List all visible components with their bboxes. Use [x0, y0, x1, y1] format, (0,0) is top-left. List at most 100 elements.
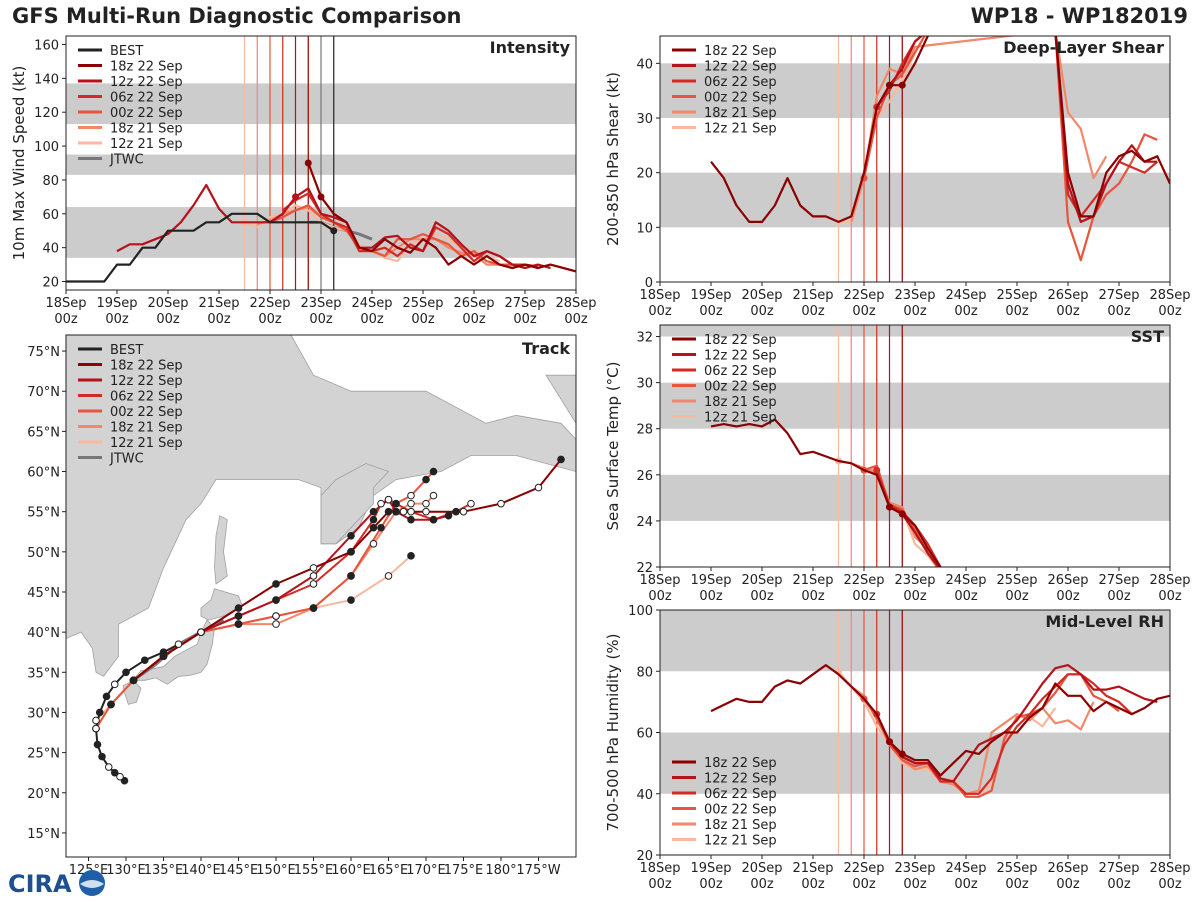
intensity-panel: 2040608010012014016018Sep00z19Sep00z20Se…	[10, 35, 597, 327]
shear-xtick-label: 25Sep	[996, 288, 1037, 303]
intensity-xtick-label: 00z	[462, 312, 486, 327]
shear-legend-label: 18z 22 Sep	[704, 44, 777, 59]
sst-legend-label: 18z 22 Sep	[704, 333, 777, 348]
track-ytick-label: 50°N	[27, 546, 60, 561]
shear-legend-label: 12z 21 Sep	[704, 122, 777, 137]
track-ytick-label: 55°N	[27, 506, 60, 521]
track-xtick-label: 150°E	[256, 863, 296, 878]
track-marker-run_12z22	[407, 515, 415, 524]
track-run_00z22	[95, 470, 435, 730]
rh-legend-label: 18z 21 Sep	[704, 818, 777, 833]
rh-series-group	[710, 663, 1170, 798]
intensity-ytick-label: 100	[34, 140, 59, 155]
intensity-band-0	[66, 207, 576, 258]
track-marker-run_12z22	[234, 612, 243, 620]
rh-xtick-label: 27Sep	[1098, 861, 1139, 876]
intensity-marker-run_18z22-0	[304, 159, 312, 167]
track-marker-run_00z22	[92, 724, 100, 733]
shear-title: Deep-Layer Shear	[1003, 38, 1164, 57]
track-marker-run_12z22	[272, 596, 280, 604]
track-marker-run_12z22	[392, 507, 400, 516]
sst-ytick-label: 32	[636, 331, 653, 346]
sst-series-group	[710, 418, 942, 567]
intensity-legend-label: BEST	[110, 44, 143, 59]
taiwan-landmass	[66, 752, 67, 756]
sst-frame	[659, 324, 1171, 568]
track-legend-label: 00z 22 Sep	[110, 405, 183, 420]
intensity-ytick-label: 120	[34, 106, 59, 121]
sst-xtick-label: 00z	[1005, 589, 1029, 604]
shear-xtick-label: 00z	[1056, 304, 1080, 319]
track-marker-run_06z22	[309, 580, 318, 588]
intensity-series-run_00z22	[269, 204, 526, 270]
intensity-series-run_06z22	[282, 192, 538, 268]
rh-marker-run_18z22-0	[886, 738, 893, 746]
intensity-xtick-label: 22Sep	[249, 296, 290, 311]
rh-series-run_18z21	[850, 685, 1095, 795]
track-marker-run_12z22	[197, 628, 205, 636]
track-xtick-label: 165°E	[369, 863, 409, 878]
rh-series-run_12z22	[888, 663, 1158, 783]
intensity-ytick-label: 20	[42, 276, 59, 291]
track-xtick-label: 130°E	[106, 863, 146, 878]
sst-marker-run_18z22-0	[886, 503, 893, 511]
track-marker-run_18z22	[557, 455, 565, 464]
rh-xtick-label: 00z	[1056, 877, 1080, 892]
sst-ytick-label: 26	[636, 469, 653, 484]
intensity-legend-label: 06z 22 Sep	[110, 91, 183, 106]
track-marker-run_18z22	[534, 483, 543, 492]
cira-logo: CIRA	[6, 866, 106, 898]
track-xtick-label: 180°	[485, 863, 516, 878]
shear-series-run_00z22	[862, 36, 1158, 262]
rh-xtick-label: 00z	[903, 877, 927, 892]
sst-xtick-label: 00z	[1107, 589, 1131, 604]
track-ytick-label: 25°N	[27, 747, 60, 762]
track-marker-run_00z22	[272, 612, 280, 620]
cira-logo-graphic: CIRA	[8, 870, 105, 898]
shear-ytick-label: 30	[636, 112, 653, 127]
track-marker-BEST	[93, 740, 102, 749]
sst-series-run_12z22	[888, 506, 941, 567]
shear-xtick-label: 00z	[699, 304, 723, 319]
intensity-xtick-label: 23Sep	[300, 296, 341, 311]
sst-series-run_18z22	[710, 418, 942, 567]
track-marker-run_12z21	[129, 676, 138, 685]
intensity-xtick-label: 00z	[411, 312, 435, 327]
shear-ylabel: 200-850 hPa Shear (kt)	[604, 72, 622, 246]
track-panel: 15°N 20°N 25°N 30°N 35°N 40°N 45°N 50°N 55°N 60°N…	[27, 334, 577, 878]
intensity-band-1	[66, 154, 576, 175]
sst-xtick-label: 25Sep	[996, 573, 1037, 588]
shear-xtick-label: 23Sep	[894, 288, 935, 303]
track-marker-run_12z21	[384, 572, 393, 580]
shear-xtick-label: 20Sep	[741, 288, 782, 303]
track-marker-run_06z22	[159, 652, 168, 661]
shear-xtick-label: 24Sep	[945, 288, 986, 303]
sst-marker-run_12z21-0	[835, 457, 842, 465]
rh-ylabel: 700-500 hPa Humidity (%)	[604, 633, 622, 831]
shear-xtick-label: 00z	[1005, 304, 1029, 319]
sst-ytick-label: 24	[636, 515, 653, 530]
track-xtick-label: 135°E	[144, 863, 184, 878]
sst-xtick-label: 00z	[750, 589, 774, 604]
intensity-series-JTWC	[308, 220, 373, 241]
intensity-xtick-label: 00z	[258, 312, 282, 327]
rh-xtick-label: 00z	[648, 877, 672, 892]
shear-xtick-label: 19Sep	[690, 288, 731, 303]
track-legend-label: 18z 21 Sep	[110, 421, 183, 436]
sst-title: SST	[1131, 327, 1164, 346]
rh-xtick-label: 26Sep	[1047, 861, 1088, 876]
track-marker-BEST	[116, 772, 124, 781]
track-marker-BEST	[140, 656, 149, 665]
track-marker-run_00z22	[197, 628, 205, 636]
sst-marker-run_06z22-0	[873, 466, 881, 474]
track-marker-run_12z21	[234, 620, 243, 628]
track-xtick-label: 155°E	[294, 863, 334, 878]
track-run_12z21	[95, 555, 412, 722]
rh-xtick-label: 21Sep	[792, 861, 833, 876]
rh-marker-run_00z22-0	[860, 695, 868, 703]
intensity-ytick-label: 140	[34, 72, 59, 87]
intensity-marker-run_18z22-1	[317, 193, 325, 201]
track-legend-label: JTWC	[109, 452, 144, 467]
intensity-xtick-label: 28Sep	[555, 296, 596, 311]
sst-xtick-label: 00z	[954, 589, 978, 604]
